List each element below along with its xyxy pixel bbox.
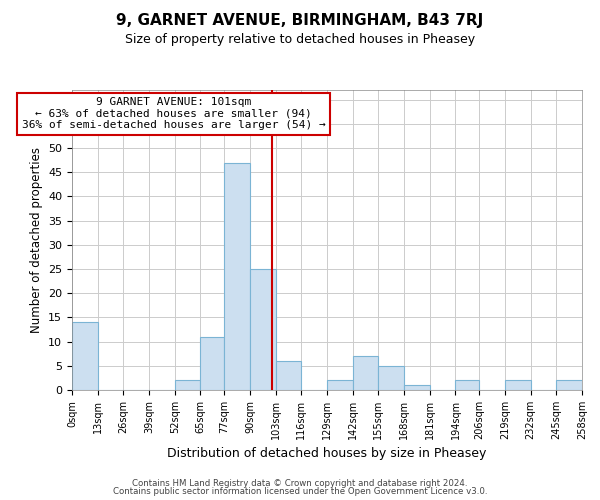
Bar <box>455 380 479 390</box>
Text: 9 GARNET AVENUE: 101sqm
← 63% of detached houses are smaller (94)
36% of semi-de: 9 GARNET AVENUE: 101sqm ← 63% of detache… <box>22 98 326 130</box>
X-axis label: Distribution of detached houses by size in Pheasey: Distribution of detached houses by size … <box>167 448 487 460</box>
Bar <box>200 337 224 390</box>
Text: Contains public sector information licensed under the Open Government Licence v3: Contains public sector information licen… <box>113 487 487 496</box>
Bar <box>72 322 98 390</box>
Text: Contains HM Land Registry data © Crown copyright and database right 2024.: Contains HM Land Registry data © Crown c… <box>132 478 468 488</box>
Bar <box>250 269 275 390</box>
Bar <box>175 380 200 390</box>
Text: Size of property relative to detached houses in Pheasey: Size of property relative to detached ho… <box>125 32 475 46</box>
Bar <box>379 366 404 390</box>
Bar <box>556 380 582 390</box>
Bar <box>224 162 250 390</box>
Text: 9, GARNET AVENUE, BIRMINGHAM, B43 7RJ: 9, GARNET AVENUE, BIRMINGHAM, B43 7RJ <box>116 12 484 28</box>
Y-axis label: Number of detached properties: Number of detached properties <box>29 147 43 333</box>
Bar <box>327 380 353 390</box>
Bar <box>353 356 379 390</box>
Bar <box>404 385 430 390</box>
Bar <box>505 380 530 390</box>
Bar <box>275 361 301 390</box>
